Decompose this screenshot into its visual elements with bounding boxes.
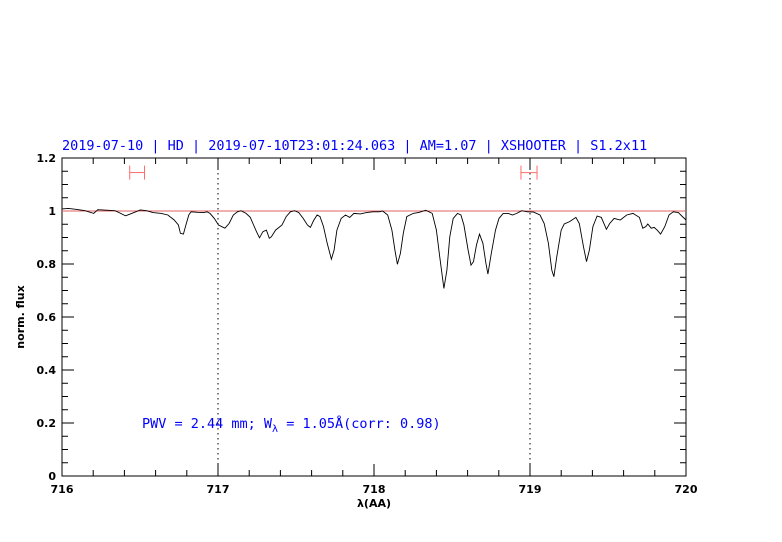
x-tick-label: 720 bbox=[675, 483, 698, 496]
x-tick-label: 717 bbox=[207, 483, 230, 496]
x-axis-label: λ(AA) bbox=[357, 497, 391, 510]
y-tick-label: 0.2 bbox=[37, 417, 57, 430]
y-tick-label: 1 bbox=[48, 205, 56, 218]
spectrum-line bbox=[61, 207, 687, 289]
y-tick-label: 0.8 bbox=[37, 258, 57, 271]
y-axis-label: norm. flux bbox=[14, 285, 27, 348]
x-tick-label: 719 bbox=[519, 483, 542, 496]
y-tick-label: 1.2 bbox=[37, 152, 57, 165]
pwv-annotation: PWV = 2.44 mm; Wλ = 1.05Å(corr: 0.98) bbox=[142, 415, 441, 435]
y-tick-label: 0.6 bbox=[37, 311, 57, 324]
y-tick-label: 0 bbox=[48, 470, 56, 483]
x-tick-label: 718 bbox=[363, 483, 386, 496]
annotation-subscript: λ bbox=[272, 424, 278, 435]
annotation-suffix: = 1.05Å(corr: 0.98) bbox=[278, 415, 441, 432]
chart-title: 2019-07-10 | HD | 2019-07-10T23:01:24.06… bbox=[62, 138, 647, 154]
annotation-prefix: PWV = 2.44 mm; W bbox=[142, 416, 273, 432]
y-tick-label: 0.4 bbox=[37, 364, 57, 377]
plot-area: 716 717 718 719 720 0 0.2 0.4 0.6 0.8 1 1.2 bbox=[37, 152, 698, 496]
x-tick-label: 716 bbox=[51, 483, 74, 496]
